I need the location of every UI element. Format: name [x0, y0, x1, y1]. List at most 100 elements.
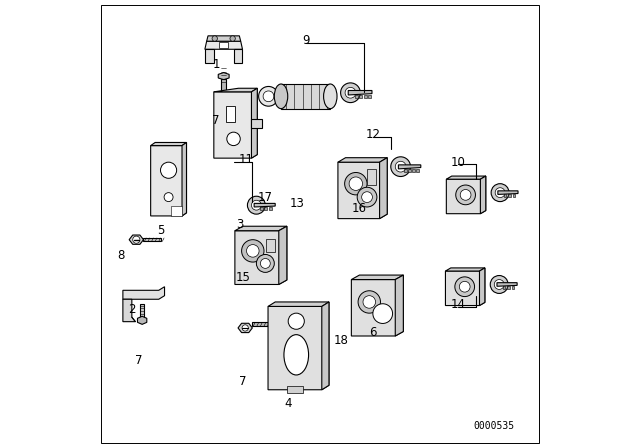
Circle shape: [362, 192, 372, 202]
Text: 2: 2: [128, 302, 136, 316]
Polygon shape: [498, 191, 518, 194]
Circle shape: [373, 304, 392, 323]
Text: 12: 12: [365, 128, 380, 141]
Polygon shape: [218, 73, 229, 80]
Circle shape: [212, 36, 218, 41]
Polygon shape: [351, 275, 403, 336]
Circle shape: [491, 184, 509, 202]
Circle shape: [259, 86, 278, 106]
Polygon shape: [279, 226, 287, 284]
Circle shape: [164, 193, 173, 202]
Polygon shape: [268, 302, 329, 390]
Polygon shape: [235, 226, 287, 284]
Polygon shape: [234, 49, 243, 63]
Polygon shape: [123, 287, 164, 299]
Circle shape: [345, 87, 356, 98]
Polygon shape: [129, 235, 143, 244]
Circle shape: [344, 172, 367, 195]
Circle shape: [241, 240, 264, 262]
Text: 8: 8: [117, 249, 124, 262]
Text: 9: 9: [302, 34, 309, 47]
Circle shape: [349, 177, 362, 190]
Polygon shape: [380, 158, 387, 219]
Polygon shape: [214, 88, 257, 158]
Circle shape: [456, 185, 476, 205]
Circle shape: [490, 276, 508, 293]
Polygon shape: [150, 142, 186, 216]
Polygon shape: [252, 119, 262, 128]
Polygon shape: [238, 323, 252, 332]
Polygon shape: [445, 268, 485, 306]
Text: 18: 18: [334, 334, 349, 347]
Polygon shape: [360, 95, 362, 98]
Circle shape: [276, 91, 287, 102]
Text: 13: 13: [289, 197, 304, 211]
Polygon shape: [214, 88, 257, 92]
Circle shape: [358, 291, 380, 313]
Polygon shape: [252, 88, 257, 158]
Text: 5: 5: [157, 224, 164, 237]
Circle shape: [257, 254, 275, 272]
Ellipse shape: [324, 84, 337, 108]
Polygon shape: [205, 49, 214, 63]
Text: 15: 15: [236, 271, 250, 284]
Polygon shape: [281, 84, 330, 108]
Polygon shape: [264, 207, 267, 210]
Text: 3: 3: [236, 217, 243, 231]
Text: 7: 7: [135, 354, 142, 367]
Polygon shape: [369, 95, 371, 98]
Polygon shape: [322, 302, 329, 390]
Polygon shape: [235, 226, 287, 231]
Circle shape: [227, 132, 240, 146]
Polygon shape: [508, 286, 510, 289]
FancyBboxPatch shape: [143, 238, 161, 241]
Circle shape: [260, 258, 270, 268]
Circle shape: [460, 190, 471, 200]
Polygon shape: [219, 42, 228, 48]
Text: 17: 17: [258, 190, 273, 204]
Text: 7: 7: [239, 375, 246, 388]
FancyBboxPatch shape: [140, 304, 145, 319]
FancyBboxPatch shape: [266, 239, 275, 252]
Text: 14: 14: [451, 298, 465, 311]
Polygon shape: [351, 275, 403, 280]
Text: 10: 10: [451, 155, 465, 169]
Circle shape: [132, 236, 140, 243]
Polygon shape: [123, 299, 136, 322]
Text: 7: 7: [212, 114, 220, 128]
Polygon shape: [355, 95, 358, 98]
Text: 1: 1: [212, 58, 220, 72]
Circle shape: [357, 187, 377, 207]
Ellipse shape: [284, 335, 308, 375]
Polygon shape: [479, 268, 485, 306]
Polygon shape: [254, 203, 275, 207]
Polygon shape: [348, 90, 372, 95]
Text: 6: 6: [369, 326, 376, 339]
Polygon shape: [138, 316, 147, 324]
Circle shape: [460, 281, 470, 292]
Polygon shape: [513, 194, 515, 197]
Circle shape: [391, 157, 410, 177]
FancyBboxPatch shape: [221, 79, 226, 102]
Polygon shape: [504, 194, 506, 197]
Circle shape: [248, 196, 266, 214]
Polygon shape: [512, 286, 515, 289]
FancyBboxPatch shape: [226, 106, 235, 122]
Polygon shape: [269, 207, 271, 210]
Polygon shape: [508, 194, 511, 197]
Polygon shape: [408, 169, 411, 172]
Circle shape: [396, 161, 406, 172]
Polygon shape: [445, 268, 485, 271]
Polygon shape: [412, 169, 415, 172]
Polygon shape: [171, 206, 182, 216]
Polygon shape: [338, 158, 387, 219]
Polygon shape: [481, 176, 486, 214]
Ellipse shape: [275, 84, 288, 108]
Polygon shape: [446, 176, 486, 214]
Polygon shape: [207, 36, 241, 41]
Polygon shape: [268, 302, 329, 306]
Polygon shape: [338, 158, 387, 162]
Circle shape: [494, 280, 504, 289]
Polygon shape: [396, 275, 403, 336]
Circle shape: [288, 313, 305, 329]
